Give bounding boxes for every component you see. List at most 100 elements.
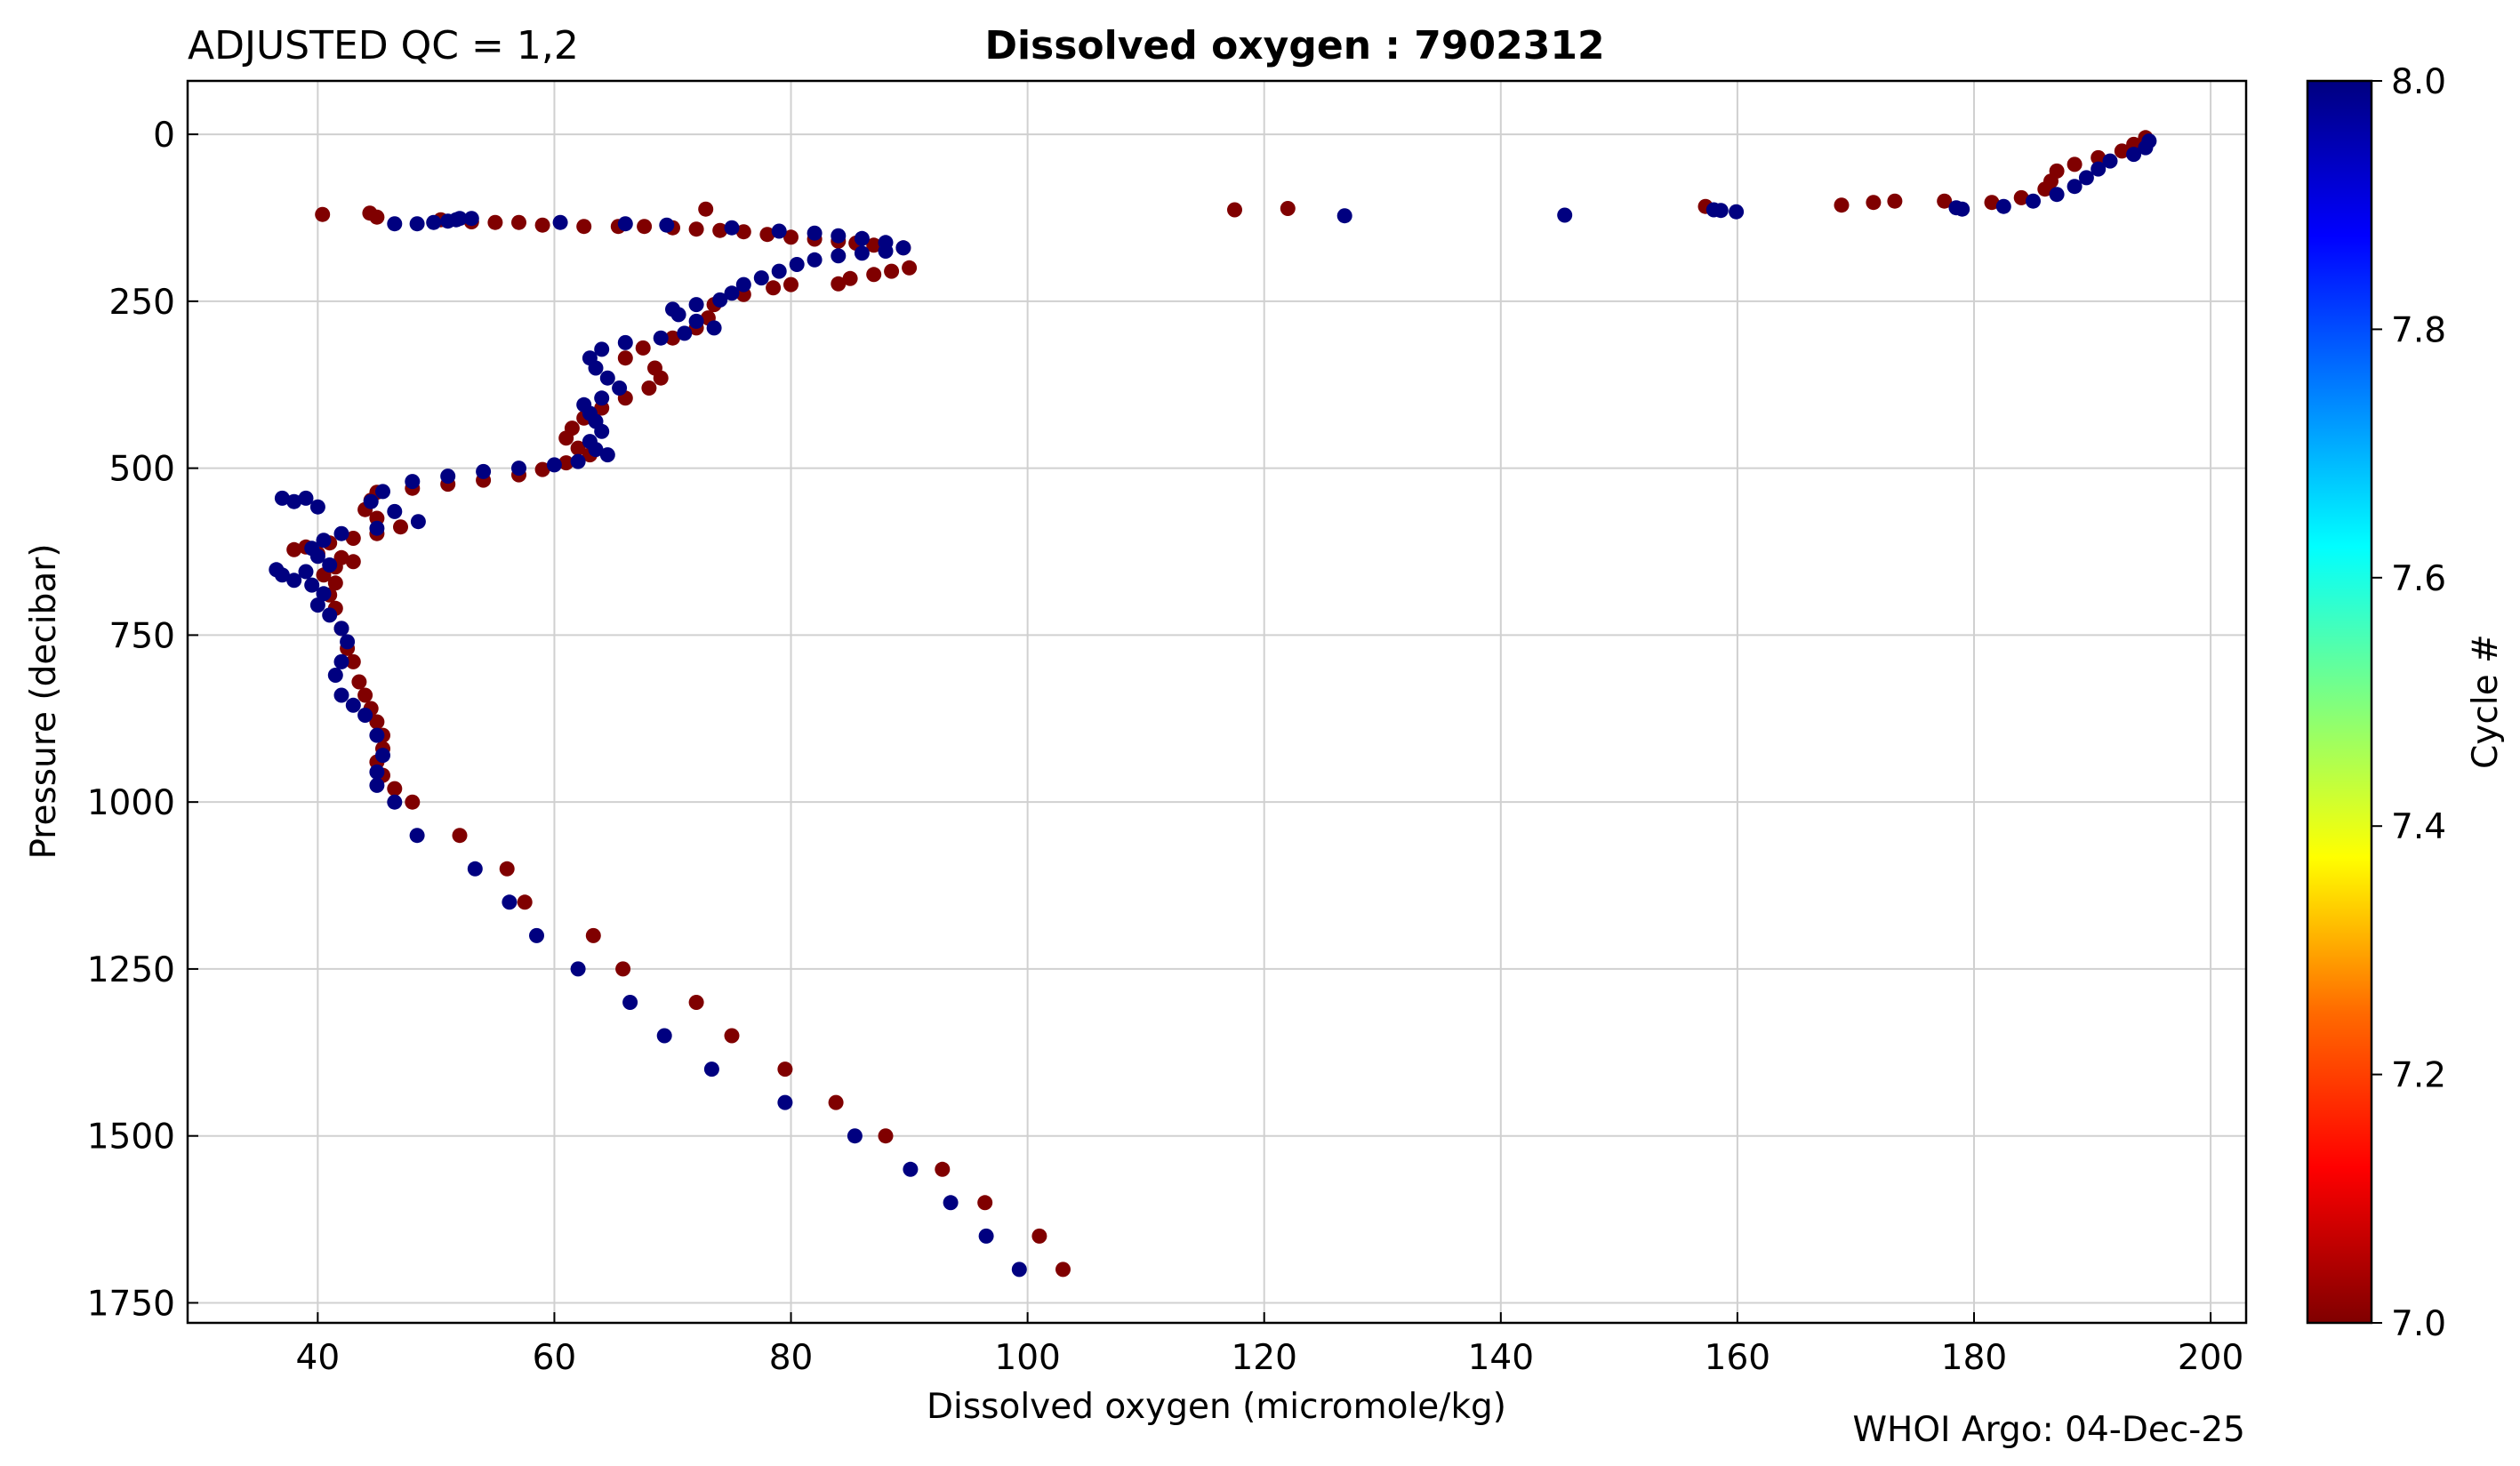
data-point xyxy=(878,1128,894,1144)
data-point xyxy=(375,748,390,764)
data-point xyxy=(831,228,847,244)
data-point xyxy=(789,257,805,272)
data-point xyxy=(2013,189,2029,205)
data-point xyxy=(345,531,361,546)
data-point xyxy=(2114,143,2130,159)
data-point xyxy=(807,225,823,241)
data-point xyxy=(807,252,823,268)
data-point xyxy=(753,270,769,286)
data-point xyxy=(594,423,610,439)
data-point xyxy=(369,714,385,730)
data-point xyxy=(653,370,669,386)
data-point xyxy=(659,217,675,233)
data-point xyxy=(502,894,518,910)
data-point xyxy=(594,390,610,406)
colorbar-tick-label: 7.4 xyxy=(2391,807,2446,847)
data-point xyxy=(677,325,693,341)
colorbar-tick-label: 7.2 xyxy=(2391,1056,2446,1096)
data-point xyxy=(345,554,361,570)
x-tick-label: 40 xyxy=(296,1338,341,1378)
data-point xyxy=(735,276,751,292)
data-point xyxy=(771,263,787,279)
data-point xyxy=(2037,181,2053,197)
data-point xyxy=(409,216,425,232)
data-point xyxy=(854,230,870,246)
data-point xyxy=(286,541,302,557)
data-point xyxy=(487,214,503,230)
data-point xyxy=(309,597,325,613)
footer-credit: WHOI Argo: 04-Dec-25 xyxy=(1852,1410,2245,1450)
data-point xyxy=(426,214,442,230)
data-point xyxy=(698,201,714,217)
data-point xyxy=(298,564,314,580)
data-point xyxy=(340,634,356,650)
data-point xyxy=(570,961,586,977)
data-point xyxy=(333,687,349,703)
data-point xyxy=(1557,207,1573,223)
data-point xyxy=(653,330,669,346)
data-point xyxy=(298,490,314,506)
data-point xyxy=(594,341,610,357)
data-point xyxy=(903,1161,919,1177)
data-point xyxy=(369,520,385,536)
data-point xyxy=(1227,202,1242,218)
data-point xyxy=(405,794,421,810)
data-point xyxy=(783,229,799,245)
data-point xyxy=(316,533,332,549)
data-point xyxy=(2102,153,2118,169)
data-point xyxy=(724,1028,740,1044)
y-tick-label: 1500 xyxy=(87,1118,175,1158)
data-point xyxy=(1948,200,1964,216)
data-point xyxy=(943,1195,959,1211)
data-point xyxy=(641,381,657,396)
data-point xyxy=(315,206,331,222)
data-point xyxy=(410,514,426,530)
data-point xyxy=(1031,1228,1047,1244)
data-point xyxy=(777,1061,793,1077)
data-point xyxy=(866,237,882,253)
data-point xyxy=(463,211,479,227)
data-point xyxy=(304,577,320,593)
data-point xyxy=(440,469,456,485)
y-tick-label: 250 xyxy=(109,283,175,323)
data-point xyxy=(878,244,894,259)
data-point xyxy=(1336,208,1352,224)
data-point xyxy=(2078,170,2094,186)
data-point xyxy=(1984,195,2000,211)
data-point xyxy=(387,794,403,810)
data-point xyxy=(316,586,332,602)
data-point xyxy=(327,575,343,591)
data-point xyxy=(902,260,918,276)
data-point xyxy=(2067,156,2083,172)
data-point xyxy=(1834,197,1850,213)
data-point xyxy=(935,1161,951,1177)
data-point xyxy=(1937,193,1953,209)
data-point xyxy=(2067,179,2083,195)
data-point xyxy=(327,668,343,683)
data-point xyxy=(670,307,686,323)
data-point xyxy=(588,360,604,376)
data-point xyxy=(588,442,604,458)
data-point xyxy=(369,209,385,225)
data-point xyxy=(771,223,787,239)
data-point xyxy=(735,224,751,240)
data-point xyxy=(517,894,533,910)
y-tick-label: 0 xyxy=(153,116,175,156)
data-point xyxy=(552,214,568,230)
data-point xyxy=(467,861,483,877)
data-point xyxy=(369,764,385,780)
grid-lines xyxy=(188,81,2246,1323)
colorbar-ticks: 7.0 7.2 7.4 7.6 7.8 8.0 xyxy=(2372,62,2446,1344)
data-point xyxy=(703,1061,719,1077)
data-point xyxy=(476,463,492,479)
data-point xyxy=(2026,193,2041,209)
data-point xyxy=(1995,198,2011,214)
data-point xyxy=(622,995,638,1010)
data-point xyxy=(570,453,586,469)
data-point xyxy=(511,461,526,477)
data-point xyxy=(274,490,290,506)
data-point xyxy=(570,440,586,456)
data-point xyxy=(2091,149,2107,165)
data-point xyxy=(599,447,615,463)
